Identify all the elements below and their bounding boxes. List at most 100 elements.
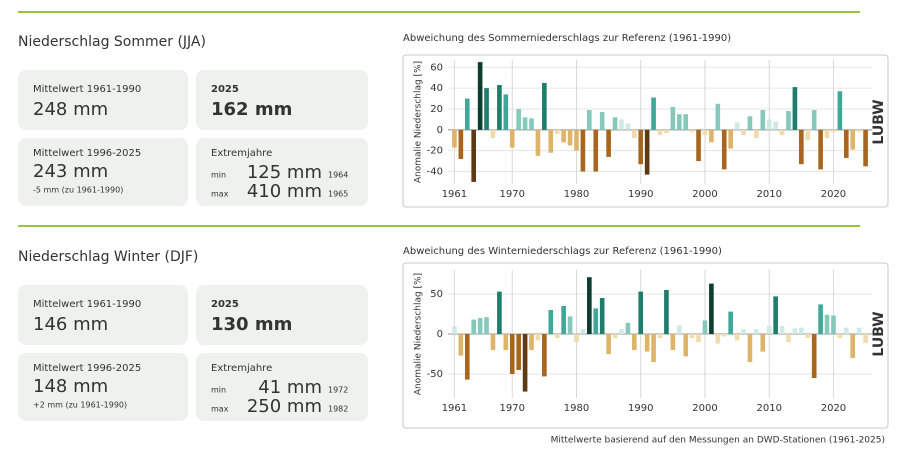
bar — [509, 334, 515, 374]
bar — [754, 329, 759, 334]
x-tick-label: 2010 — [756, 189, 781, 200]
chart-title: Abweichung des Sommerniederschlags zur R… — [403, 33, 731, 44]
bar — [612, 117, 618, 130]
card — [196, 285, 368, 345]
bar — [728, 129, 733, 149]
bar — [734, 334, 740, 341]
bar — [644, 334, 650, 352]
watermark: LUBW — [871, 99, 887, 144]
y-tick-label: 20 — [430, 104, 443, 115]
bar — [760, 110, 766, 130]
extreme-label: max — [211, 190, 229, 199]
bar — [747, 334, 753, 362]
bar — [625, 123, 631, 130]
card — [18, 138, 188, 206]
bar — [452, 129, 457, 148]
bar — [702, 320, 708, 334]
bar — [766, 119, 772, 130]
card — [196, 353, 368, 421]
bar — [471, 319, 477, 334]
bar — [651, 334, 656, 362]
bar — [657, 334, 663, 338]
y-axis-label: Anomalie Niederschlag [%] — [414, 273, 424, 395]
bar — [651, 97, 656, 130]
bar — [734, 122, 740, 130]
bar — [843, 129, 849, 158]
bar — [760, 334, 766, 352]
bar — [503, 334, 509, 350]
bar — [574, 334, 579, 342]
bar — [779, 326, 785, 334]
card-value: 162 mm — [211, 99, 292, 120]
bar — [477, 318, 483, 334]
bar — [516, 108, 521, 130]
card — [18, 353, 188, 421]
x-tick-label: 1980 — [564, 403, 589, 414]
bar — [529, 118, 534, 130]
card — [196, 70, 368, 130]
bar — [843, 327, 849, 334]
bar — [516, 334, 521, 370]
bar — [587, 277, 592, 334]
bar — [606, 334, 611, 354]
bar — [696, 334, 701, 342]
card-label: 2025 — [211, 84, 239, 95]
bar — [587, 110, 592, 130]
card-label: Mittelwert 1961-1990 — [33, 84, 141, 95]
bar — [484, 317, 489, 334]
bar — [631, 129, 637, 139]
bar — [522, 117, 528, 130]
bar — [831, 315, 836, 334]
bar — [709, 129, 714, 143]
bar — [464, 98, 470, 130]
bar — [599, 112, 605, 130]
x-tick-label: 2000 — [692, 403, 717, 414]
bar — [689, 129, 695, 132]
x-tick-label: 2000 — [692, 189, 717, 200]
y-tick-label: 0 — [437, 125, 443, 136]
bar — [792, 87, 798, 130]
extreme-value: 41 mm — [258, 377, 322, 398]
bar — [818, 129, 823, 170]
card-note: -5 mm (zu 1961-1990) — [33, 186, 123, 195]
x-tick-label: 2010 — [756, 403, 781, 414]
chart-title: Abweichung des Winterniederschlags zur R… — [403, 246, 722, 257]
bar — [715, 334, 721, 344]
bar — [863, 129, 868, 167]
bar — [619, 119, 624, 130]
card-note: +2 mm (zu 1961-1990) — [33, 401, 127, 410]
extreme-year: 1972 — [328, 386, 348, 395]
card — [18, 70, 188, 130]
y-tick-label: -20 — [427, 146, 443, 157]
bar — [683, 114, 689, 130]
extreme-value: 125 mm — [247, 162, 322, 183]
bar — [503, 94, 509, 130]
bar — [696, 129, 701, 162]
y-tick-label: 40 — [430, 83, 443, 94]
bar — [786, 334, 791, 342]
extreme-value: 410 mm — [247, 181, 322, 202]
card — [18, 285, 188, 345]
bar — [593, 129, 599, 172]
bar — [580, 129, 586, 172]
bar — [657, 129, 663, 136]
y-tick-label: 50 — [430, 289, 443, 300]
bar — [567, 316, 573, 334]
bar — [561, 129, 566, 143]
bar — [837, 91, 843, 130]
bar — [779, 129, 785, 136]
bar — [850, 129, 856, 150]
card-label: Mittelwert 1996-2025 — [33, 363, 141, 374]
bar — [477, 62, 483, 130]
bar — [856, 129, 862, 132]
card-label: Mittelwert 1996-2025 — [33, 148, 141, 159]
bar — [709, 283, 714, 334]
bar — [721, 334, 727, 337]
bar — [664, 129, 669, 133]
bar — [754, 129, 759, 139]
y-tick-label: -40 — [427, 166, 443, 177]
bar — [599, 298, 605, 334]
bar — [818, 304, 823, 334]
bar — [638, 291, 644, 334]
